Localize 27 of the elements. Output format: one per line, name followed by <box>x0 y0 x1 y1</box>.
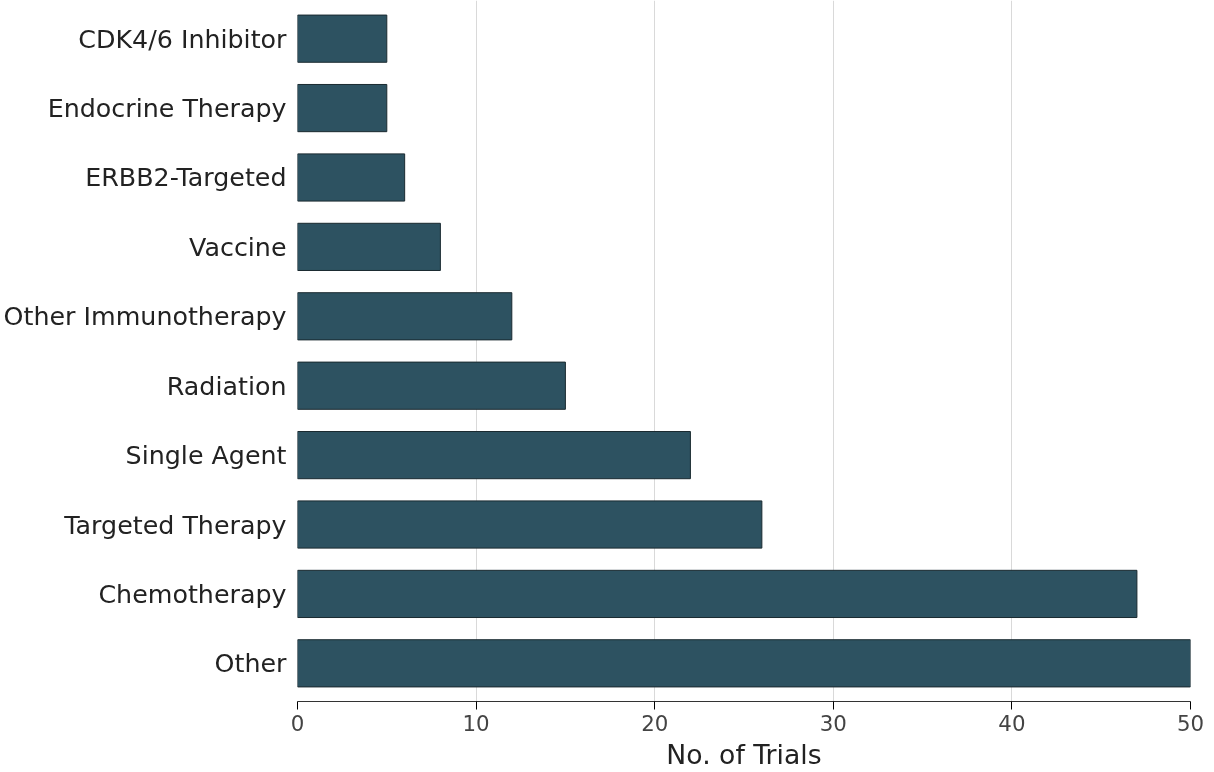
bar <box>297 639 1191 688</box>
y-tick-label: Chemotherapy <box>98 578 287 609</box>
y-tick-label: ERBB2-Targeted <box>85 162 287 193</box>
y-tick-label: Targeted Therapy <box>63 509 287 540</box>
bar <box>297 153 406 202</box>
bar <box>297 500 763 549</box>
y-tick-label: Vaccine <box>189 231 287 262</box>
y-tick-label: Other <box>214 648 288 679</box>
x-axis-title: No. of Trials <box>666 738 822 770</box>
bar <box>297 222 441 271</box>
bar <box>297 14 388 63</box>
y-tick-label: Single Agent <box>125 440 287 471</box>
bar <box>297 83 388 133</box>
x-tick-label: 0 <box>290 710 305 736</box>
y-tick-label: Radiation <box>166 370 287 401</box>
bar <box>297 431 691 480</box>
x-tick-label: 20 <box>641 710 669 736</box>
y-tick-label: Endocrine Therapy <box>47 93 287 124</box>
x-tick-label: 30 <box>819 710 847 736</box>
x-tick-label: 50 <box>1176 710 1205 736</box>
x-tick-label: 40 <box>998 710 1026 736</box>
x-tick-label: 10 <box>462 710 490 736</box>
y-tick-label: CDK4/6 Inhibitor <box>78 23 288 54</box>
bar <box>297 569 1138 619</box>
y-tick-label: Other Immunotherapy <box>3 301 287 332</box>
bar <box>297 361 566 410</box>
bar <box>297 292 513 341</box>
